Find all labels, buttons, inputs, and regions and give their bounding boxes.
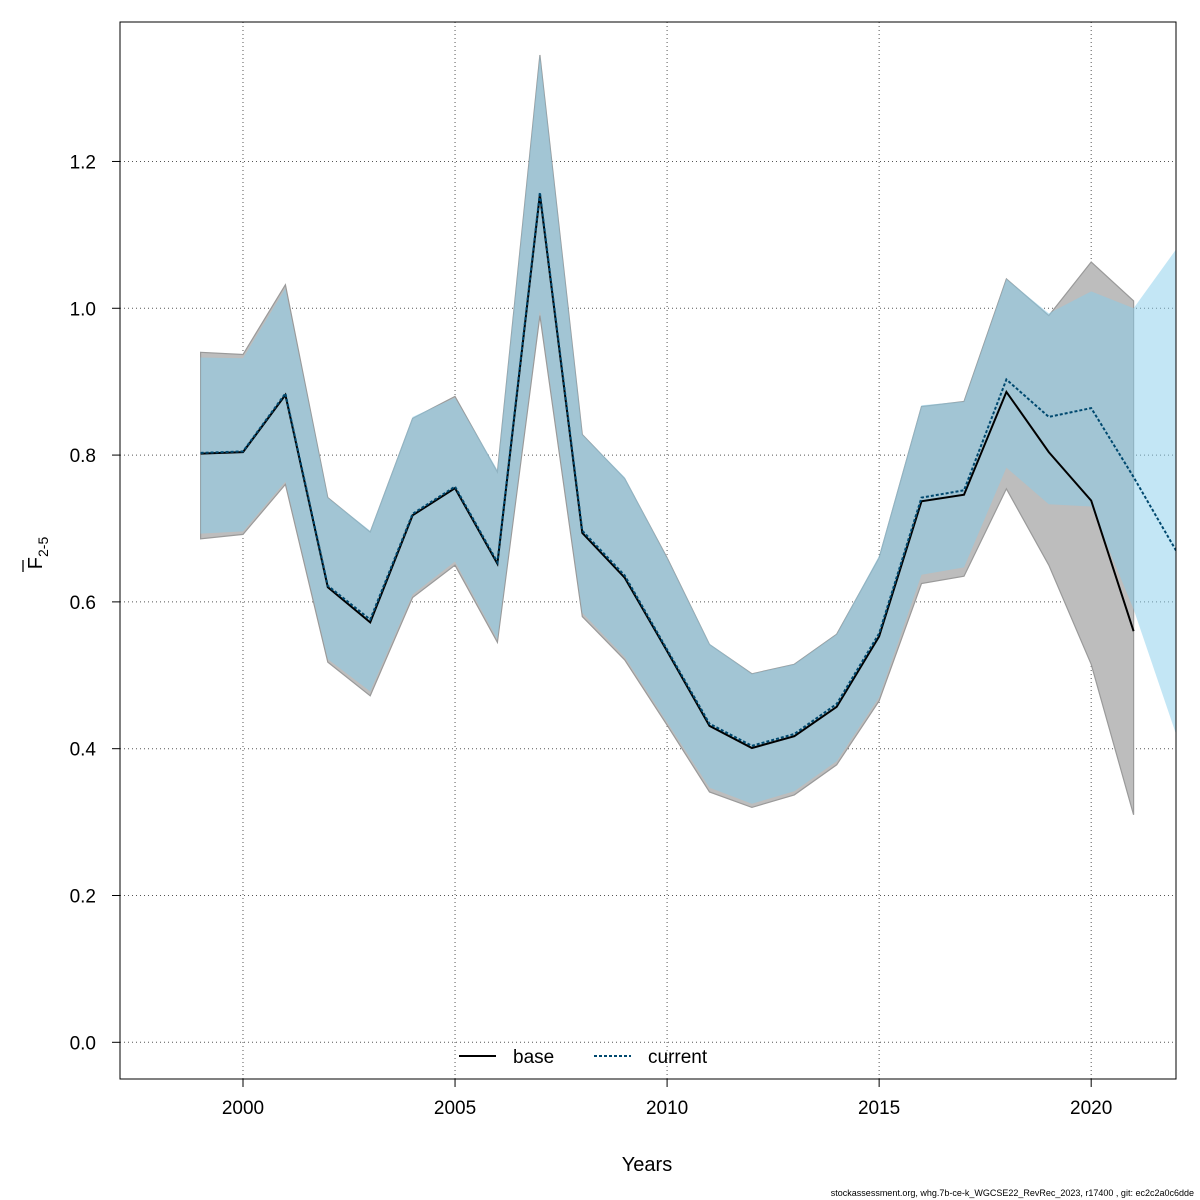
x-tick-label-2015: 2015: [858, 1098, 900, 1119]
y-axis-title-main: F: [25, 557, 47, 569]
y-tick-label-6: 1.2: [70, 152, 96, 173]
x-tick-label-2005: 2005: [434, 1098, 476, 1119]
y-tick-label-0: 0.0: [70, 1033, 96, 1054]
y-axis-title-sub: 2-5: [35, 537, 51, 557]
y-tick-label-1: 0.2: [70, 886, 96, 907]
x-axis: 2000 2005 2010 2015 2020: [222, 1079, 1112, 1119]
current-line: [200, 192, 1176, 747]
x-tick-label-2010: 2010: [646, 1098, 688, 1119]
x-tick-label-2000: 2000: [222, 1098, 264, 1119]
svg-text:F2-5: F2-5: [25, 537, 51, 570]
footer-credit: stockassessment.org, whg.7b-ce-k_WGCSE22…: [830, 1188, 1194, 1198]
x-tick-label-2020: 2020: [1070, 1098, 1112, 1119]
y-axis: 0.0 0.2 0.4 0.6 0.8 1.0 1.2: [70, 152, 120, 1054]
x-axis-title: Years: [622, 1154, 672, 1176]
legend: base current: [459, 1047, 708, 1068]
y-tick-label-2: 0.4: [70, 740, 97, 761]
legend-current-label: current: [648, 1047, 708, 1068]
y-tick-label-3: 0.6: [70, 593, 96, 614]
series-lines: [200, 192, 1176, 750]
y-tick-label-5: 1.0: [70, 299, 96, 320]
current-confidence-band: [200, 55, 1176, 804]
confidence-bands: [200, 54, 1176, 815]
plot-frame: [119, 21, 1177, 1080]
base-line: [200, 194, 1135, 750]
y-tick-label-4: 0.8: [70, 446, 96, 467]
legend-base-label: base: [513, 1047, 554, 1068]
y-axis-title: F2-5: [22, 537, 51, 572]
